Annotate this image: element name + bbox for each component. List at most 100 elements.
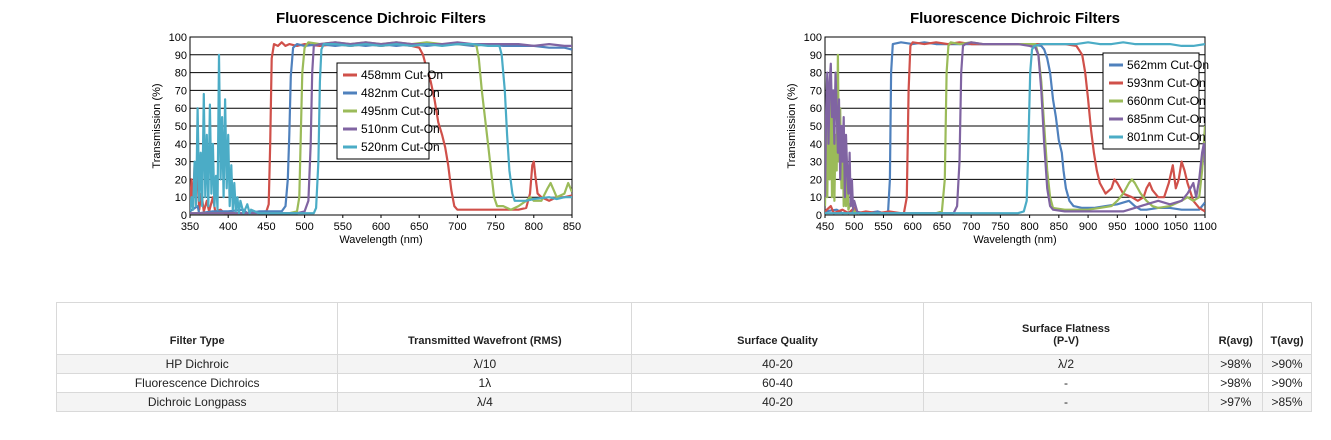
- cell-surface-quality: 40-20: [631, 392, 924, 412]
- plot-frame: [189, 36, 573, 216]
- cell-ravg: >98%: [1208, 373, 1264, 393]
- x-tick-label: 700: [448, 221, 466, 233]
- x-tick-label: 950: [1108, 221, 1126, 233]
- filter-specs-table: Filter Type Transmitted Wavefront (RMS) …: [55, 302, 1312, 412]
- y-tick-label: 40: [175, 139, 187, 151]
- x-tick-label: 1100: [1193, 221, 1217, 233]
- x-axis-label: Wavelength (nm): [339, 234, 422, 246]
- table-row: Fluorescence Dichroics 1λ 60-40 - >98% >…: [55, 373, 1312, 393]
- series-line-3: [190, 41, 572, 215]
- x-tick-label: 750: [486, 221, 504, 233]
- legend-label: 801nm Cut-On: [1127, 130, 1206, 144]
- y-tick-label: 10: [810, 192, 822, 204]
- cell-wavefront: λ/10: [337, 354, 633, 374]
- x-tick-label: 850: [563, 221, 581, 233]
- y-tick-label: 40: [810, 139, 822, 151]
- chart-legend: 562mm Cut-On 593nm Cut-On 660nm Cut-On 685n…: [1102, 52, 1209, 150]
- cell-surface-flatness: -: [922, 373, 1210, 393]
- y-tick-label: 10: [175, 192, 187, 204]
- y-tick-label: 0: [816, 210, 822, 222]
- y-tick-label: 100: [169, 32, 187, 44]
- legend-label: 510nm Cut-On: [361, 122, 440, 136]
- header-tavg: T(avg): [1262, 302, 1312, 355]
- y-axis-label: Transmission (%): [786, 83, 798, 168]
- y-tick-label: 60: [810, 103, 822, 115]
- y-tick-label: 20: [175, 174, 187, 186]
- table-row: Dichroic Longpass λ/4 40-20 - >97% >85%: [55, 392, 1312, 412]
- cell-surface-flatness: λ/2: [922, 354, 1210, 374]
- x-tick-label: 600: [372, 221, 390, 233]
- header-filter-type: Filter Type: [55, 302, 339, 355]
- dichroic-chart-right: Fluorescence Dichroic Filters 0 10 20 30 40 50…: [786, 10, 1217, 246]
- y-tick-label: 80: [175, 68, 187, 80]
- legend-label: 593nm Cut-On: [1127, 76, 1206, 90]
- y-tick-label: 50: [810, 121, 822, 133]
- header-surface-quality: Surface Quality: [631, 302, 924, 355]
- x-tick-label: 800: [1020, 221, 1038, 233]
- header-flatness-line1: Surface Flatness: [1022, 323, 1111, 335]
- cell-surface-flatness: -: [922, 392, 1210, 412]
- x-tick-label: 400: [219, 221, 237, 233]
- y-tick-label: 90: [810, 50, 822, 62]
- y-tick-label: 60: [175, 103, 187, 115]
- x-tick-label: 350: [181, 221, 199, 233]
- cell-ravg: >98%: [1208, 354, 1264, 374]
- y-tick-label: 100: [804, 32, 822, 44]
- x-tick-label: 500: [295, 221, 313, 233]
- y-tick-label: 80: [810, 68, 822, 80]
- y-tick-label: 90: [175, 50, 187, 62]
- table-header-row: Filter Type Transmitted Wavefront (RMS) …: [55, 302, 1312, 355]
- y-tick-label: 70: [175, 85, 187, 97]
- legend-label: 482nm Cut-On: [361, 86, 440, 100]
- x-tick-label: 900: [1079, 221, 1097, 233]
- series-line-3: [825, 41, 1205, 215]
- cell-tavg: >90%: [1262, 354, 1312, 374]
- y-axis-label: Transmission (%): [151, 83, 163, 168]
- header-surface-flatness: Surface Flatness (P-V): [922, 302, 1210, 355]
- header-wavefront: Transmitted Wavefront (RMS): [337, 302, 633, 355]
- x-tick-label: 1050: [1164, 221, 1188, 233]
- cell-surface-quality: 60-40: [631, 373, 924, 393]
- y-tick-label: 30: [810, 157, 822, 169]
- cell-ravg: >97%: [1208, 392, 1264, 412]
- series-line-0: [825, 41, 1205, 215]
- legend-label: 495nm Cut-On: [361, 104, 440, 118]
- cell-surface-quality: 40-20: [631, 354, 924, 374]
- legend-label: 458mm Cut-On: [361, 68, 443, 82]
- cell-wavefront: 1λ: [337, 373, 633, 393]
- y-tick-label: 20: [810, 174, 822, 186]
- x-tick-label: 850: [1050, 221, 1068, 233]
- series-line-4: [190, 43, 572, 215]
- dichroic-chart-left: Fluorescence Dichroic Filters 0 10 20 30 40 50…: [151, 10, 581, 246]
- header-flatness-line2: (P-V): [1053, 335, 1079, 347]
- cell-filter-type: Fluorescence Dichroics: [55, 373, 339, 393]
- x-tick-label: 600: [904, 221, 922, 233]
- cell-filter-type: HP Dichroic: [55, 354, 339, 374]
- cell-wavefront: λ/4: [337, 392, 633, 412]
- chart-legend: 458mm Cut-On 482nm Cut-On 495nm Cut-On 510n…: [336, 62, 443, 160]
- x-axis-label: Wavelength (nm): [973, 234, 1056, 246]
- series-line-2: [190, 41, 572, 215]
- cell-tavg: >90%: [1262, 373, 1312, 393]
- table-row: HP Dichroic λ/10 40-20 λ/2 >98% >90%: [55, 354, 1312, 374]
- x-tick-label: 500: [845, 221, 863, 233]
- legend-label: 520nm Cut-On: [361, 140, 440, 154]
- y-tick-label: 70: [810, 85, 822, 97]
- x-tick-label: 700: [962, 221, 980, 233]
- x-tick-label: 800: [525, 221, 543, 233]
- x-tick-label: 550: [874, 221, 892, 233]
- x-tick-label: 650: [410, 221, 428, 233]
- x-tick-label: 650: [933, 221, 951, 233]
- x-tick-label: 550: [334, 221, 352, 233]
- series-line-4: [825, 41, 1205, 215]
- legend-label: 660nm Cut-On: [1127, 94, 1206, 108]
- legend-label: 685nm Cut-On: [1127, 112, 1206, 126]
- y-tick-label: 30: [175, 157, 187, 169]
- x-tick-label: 450: [816, 221, 834, 233]
- cell-tavg: >85%: [1262, 392, 1312, 412]
- x-tick-label: 1000: [1134, 221, 1158, 233]
- y-tick-label: 50: [175, 121, 187, 133]
- legend-label: 562mm Cut-On: [1127, 58, 1209, 72]
- x-tick-label: 750: [991, 221, 1009, 233]
- chart-title: Fluorescence Dichroic Filters: [276, 10, 486, 27]
